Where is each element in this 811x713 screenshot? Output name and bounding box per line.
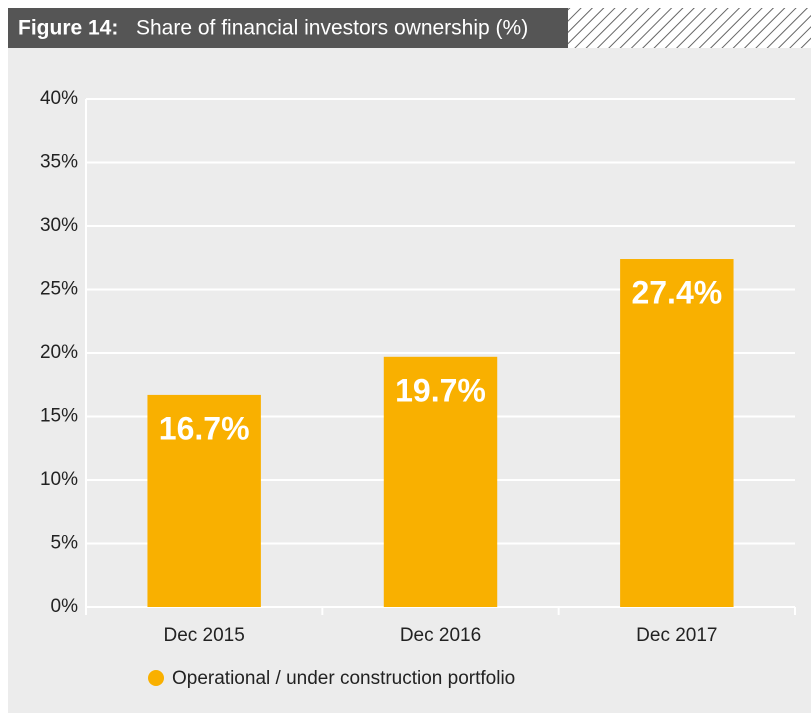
bar — [620, 259, 734, 607]
y-tick-label: 20% — [40, 342, 78, 363]
y-tick-label: 25% — [40, 279, 78, 300]
chart-title: Share of financial investors ownership (… — [136, 17, 528, 40]
x-tick-label: Dec 2017 — [636, 625, 717, 646]
value-label: 19.7% — [395, 372, 486, 408]
legend-label: Operational / under construction portfol… — [172, 668, 515, 689]
y-tick-label: 30% — [40, 215, 78, 236]
x-tick-label: Dec 2016 — [400, 625, 481, 646]
x-tick-label: Dec 2015 — [163, 625, 244, 646]
header — [8, 8, 568, 48]
value-label: 16.7% — [159, 410, 250, 446]
y-tick-label: 0% — [51, 596, 79, 617]
y-tick-label: 15% — [40, 406, 78, 427]
bar — [147, 394, 261, 607]
legend-swatch — [148, 670, 164, 686]
hatch — [568, 8, 811, 48]
value-label: 27.4% — [631, 274, 722, 310]
y-tick-label: 5% — [51, 533, 79, 554]
y-tick-label: 10% — [40, 469, 78, 490]
y-tick-label: 40% — [40, 88, 78, 109]
figure-label: Figure 14: — [18, 17, 118, 40]
bar — [383, 356, 498, 607]
y-tick-label: 35% — [40, 152, 78, 173]
